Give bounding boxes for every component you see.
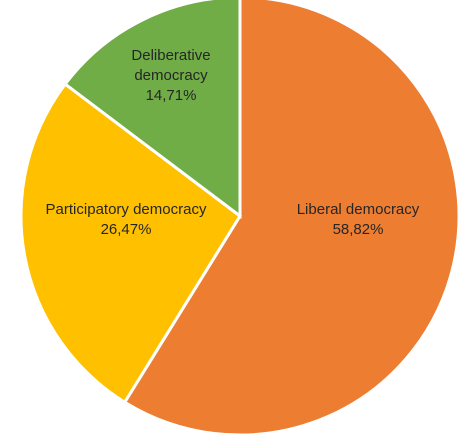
pie-labels: Liberal democracy 58,82% Participatory dem… xyxy=(46,47,420,238)
pie-slice-deliberative-democracy xyxy=(63,0,242,220)
data-label-liberal-democracy: Liberal democracy 58,82% xyxy=(297,201,420,238)
data-label-participatory-democracy: Participatory democracy 26,47% xyxy=(46,201,207,238)
data-label-deliberative-democracy: Deliberative democracy 14,71% xyxy=(131,47,210,104)
pie-slices xyxy=(19,0,460,437)
pie-slice-liberal-democracy xyxy=(122,0,460,437)
pie-slice-participatory-democracy xyxy=(19,81,242,405)
